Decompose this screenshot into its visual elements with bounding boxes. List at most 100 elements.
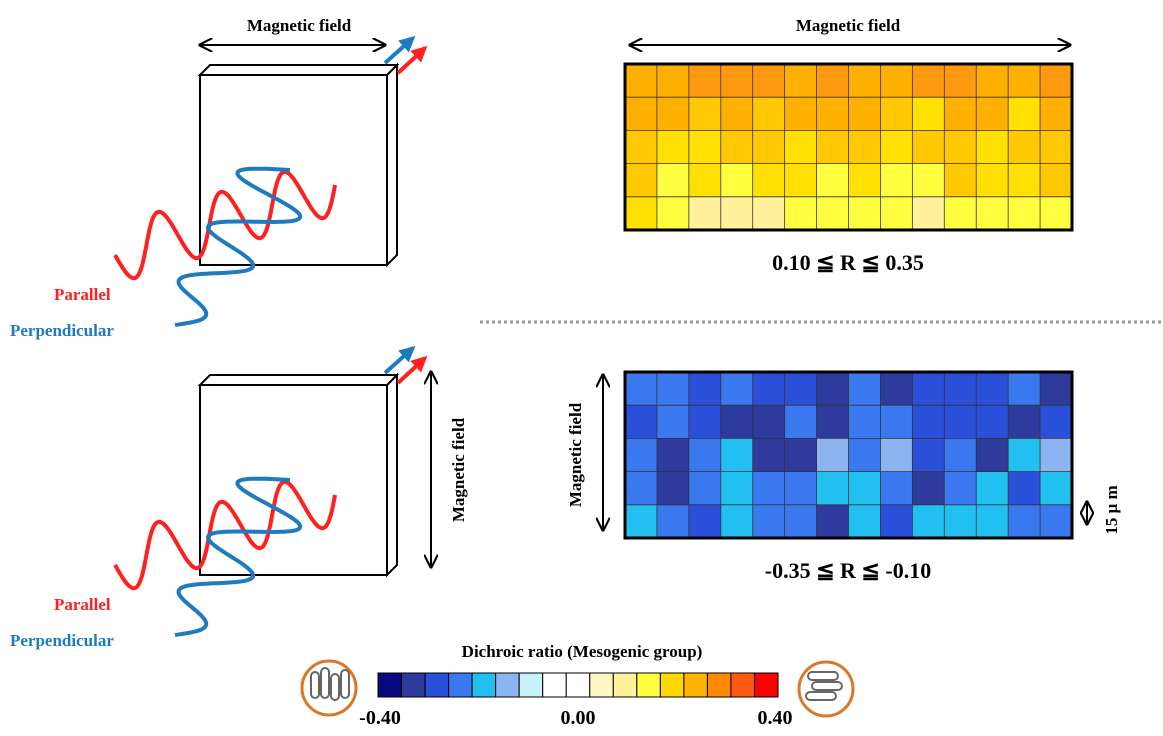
range-label: 0.10 ≦ R ≦ 0.35: [772, 250, 924, 275]
red-wave: [113, 169, 337, 281]
map-cell: [816, 97, 849, 131]
map-cell: [625, 438, 658, 473]
map-cell: [752, 405, 786, 439]
map-cell: [720, 405, 754, 439]
blue-wave: [174, 166, 303, 327]
map-cell: [752, 163, 786, 198]
map-cell: [784, 97, 818, 131]
colorbar-label: 0.40: [758, 707, 793, 729]
map-cell: [816, 64, 849, 98]
maps: [623, 62, 1074, 540]
map-cell: [1008, 97, 1041, 131]
map-cell: [688, 405, 722, 439]
map-cell: [752, 471, 786, 506]
colorbar-title: Dichroic ratio (Mesogenic group): [462, 642, 703, 661]
map-cell: [944, 372, 977, 406]
map-cell: [1040, 163, 1073, 198]
map-cell: [880, 196, 913, 231]
map-cell: [848, 471, 881, 506]
map-cell: [976, 471, 1009, 506]
map-cell: [688, 372, 722, 406]
colorbar-swatch: [448, 672, 473, 698]
map-cell: [848, 97, 881, 131]
diagrams: [113, 35, 428, 637]
map-cell: [848, 504, 881, 539]
blue-wave: [174, 476, 303, 637]
map-cell: [944, 163, 977, 198]
icon-parallel: [797, 660, 855, 718]
map-cell: [976, 372, 1009, 406]
map-cell: [912, 130, 945, 165]
map-cell: [816, 196, 849, 231]
map-cell: [625, 130, 658, 165]
map-cell: [912, 64, 945, 98]
sample-front: [199, 384, 388, 576]
map-cell: [688, 64, 722, 98]
map-cell: [848, 64, 881, 98]
colorbar-swatch: [612, 672, 638, 698]
map-cell: [912, 438, 945, 473]
map-cell: [880, 97, 913, 131]
map-cell: [944, 64, 977, 98]
perpendicular-label: Perpendicular: [10, 631, 114, 650]
map-cell: [752, 130, 786, 165]
map-cell: [912, 405, 945, 439]
colorbar-swatch: [495, 672, 520, 698]
map-cell: [688, 163, 722, 198]
map-cell: [1008, 504, 1041, 539]
colorbar-swatch: [706, 672, 732, 698]
map-cell: [688, 97, 722, 131]
map-cell: [625, 504, 658, 539]
blue-arrow: [383, 345, 416, 375]
map-cell: [752, 97, 786, 131]
map-cell: [656, 64, 690, 98]
colorbar-label: 0.00: [561, 707, 596, 729]
map-cell: [784, 130, 818, 165]
map-cell: [784, 405, 818, 439]
field-label: Magnetic field: [449, 417, 468, 522]
colorbar-swatch: [565, 672, 591, 698]
sample-top: [197, 374, 400, 386]
colorbar-swatch: [424, 672, 450, 698]
colorbar-swatch: [730, 672, 755, 698]
map-cell: [848, 438, 881, 473]
map-cell: [848, 196, 881, 231]
map-cell: [1008, 196, 1041, 231]
map-cell: [720, 163, 754, 198]
map-cell: [688, 130, 722, 165]
map-cell: [816, 405, 849, 439]
red-wave: [113, 479, 337, 591]
map-cell: [1040, 405, 1073, 439]
sample-diagram: [113, 345, 428, 637]
colorbar-swatch: [377, 672, 403, 698]
map-cell: [944, 405, 977, 439]
map-cell: [976, 196, 1009, 231]
map-cell: [625, 97, 658, 131]
map-cell: [625, 372, 658, 406]
map-cell: [1008, 471, 1041, 506]
map-cell: [656, 405, 690, 439]
map-cell: [720, 130, 754, 165]
map-cell: [976, 405, 1009, 439]
map-cell: [1040, 196, 1073, 231]
map-cell: [880, 64, 913, 98]
red-arrow: [396, 355, 428, 385]
map-cell: [848, 130, 881, 165]
map-cell: [784, 64, 818, 98]
map-cell: [784, 163, 818, 198]
field-label: Magnetic field: [796, 16, 901, 35]
map-cell: [976, 438, 1009, 473]
map-cell: [816, 471, 849, 506]
map-cell: [880, 163, 913, 198]
map-cell: [720, 372, 754, 406]
map-cell: [625, 196, 658, 231]
sample-top: [197, 64, 400, 76]
colorbar: [377, 672, 779, 698]
map-cell: [688, 471, 722, 506]
map-cell: [912, 372, 945, 406]
map-cell: [880, 438, 913, 473]
map-cell: [1040, 372, 1073, 406]
colorbar-swatch: [401, 672, 426, 698]
colorbar-swatch: [471, 672, 497, 698]
